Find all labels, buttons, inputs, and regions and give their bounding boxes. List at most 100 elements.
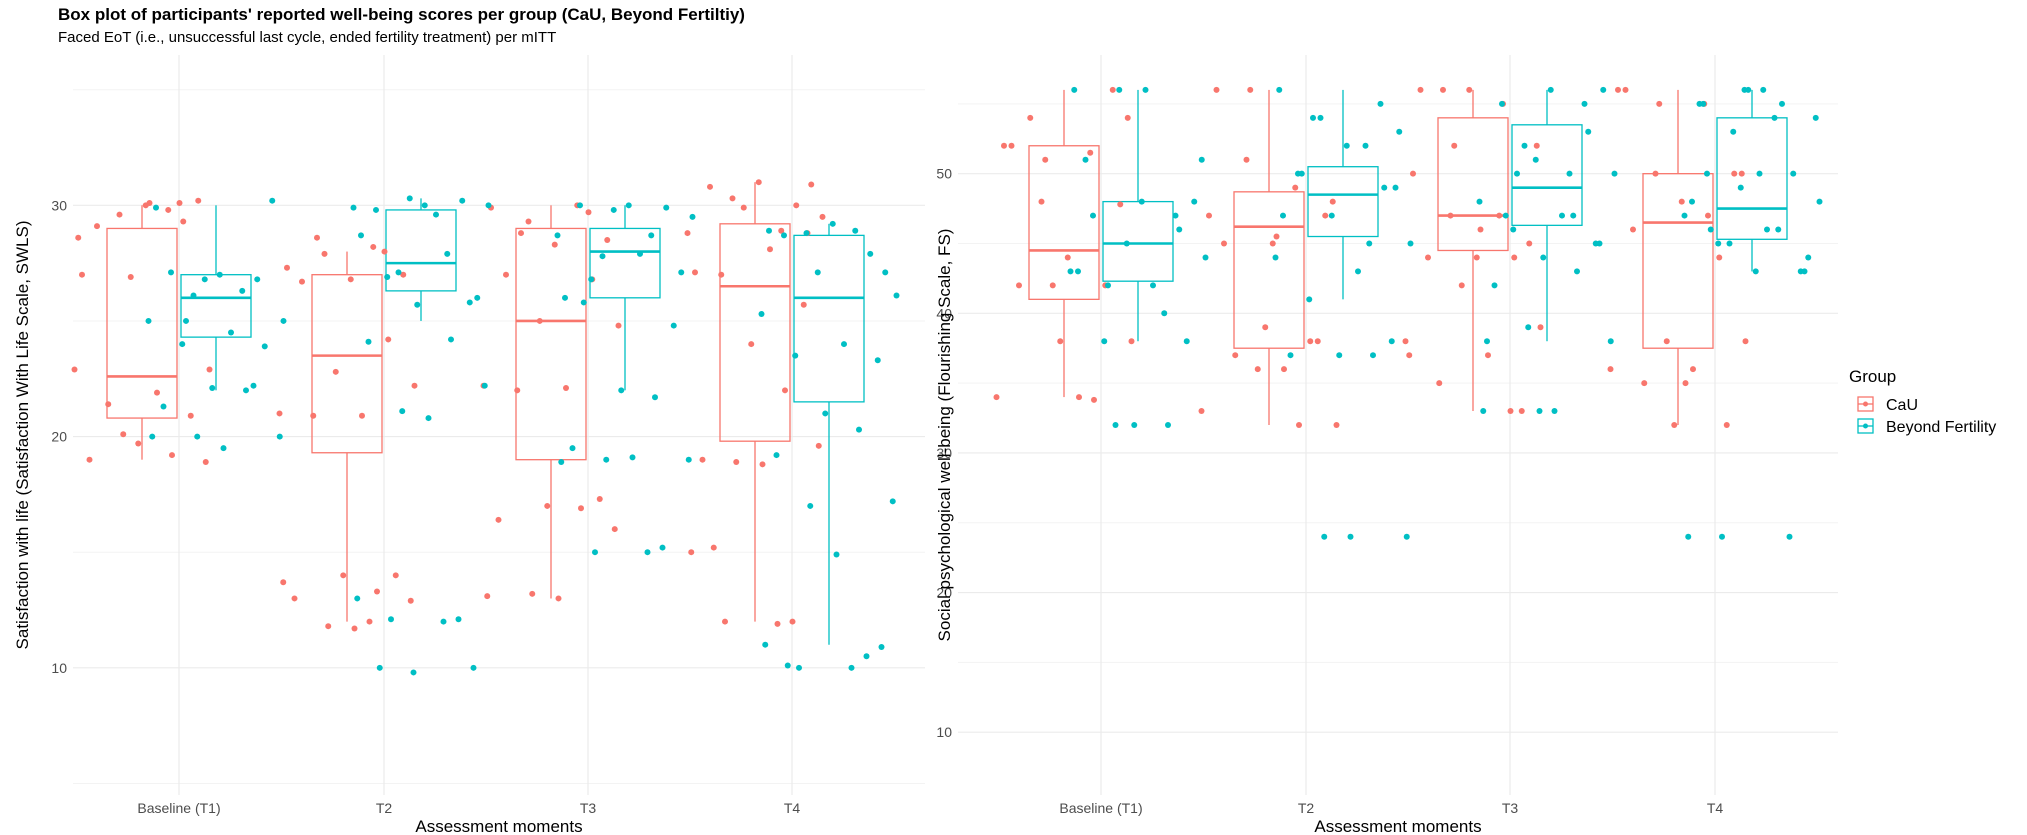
- data-point: [1057, 338, 1064, 345]
- data-point: [1117, 201, 1124, 208]
- data-point: [1704, 170, 1710, 177]
- data-point: [1551, 408, 1558, 415]
- data-point: [385, 336, 392, 343]
- data-point: [347, 276, 354, 283]
- data-point: [1737, 184, 1744, 191]
- data-point: [1786, 533, 1793, 540]
- data-point: [1700, 100, 1707, 107]
- data-point: [1526, 240, 1533, 247]
- data-point: [1480, 408, 1487, 415]
- chart-title: Box plot of participants' reported well-…: [58, 5, 745, 24]
- data-point: [280, 317, 287, 324]
- data-point: [1652, 170, 1659, 177]
- data-point: [529, 590, 536, 597]
- data-point: [1090, 212, 1096, 219]
- data-point: [1314, 338, 1321, 345]
- data-point: [202, 459, 209, 465]
- data-point: [1723, 422, 1730, 428]
- data-point: [1801, 268, 1808, 275]
- data-point: [852, 227, 859, 234]
- data-point: [1559, 212, 1565, 219]
- data-point: [1027, 114, 1034, 121]
- data-point: [314, 234, 320, 241]
- data-point: [325, 623, 332, 630]
- data-point: [759, 461, 766, 468]
- data-point: [1514, 170, 1520, 177]
- data-point: [536, 317, 543, 324]
- box: [1233, 191, 1305, 349]
- data-point: [183, 317, 189, 324]
- data-point: [425, 415, 432, 422]
- data-point: [1447, 212, 1454, 219]
- data-point: [1681, 212, 1688, 219]
- data-point: [1064, 254, 1071, 261]
- data-point: [889, 498, 896, 505]
- data-point: [1537, 324, 1544, 331]
- data-point: [269, 197, 276, 204]
- data-point: [1347, 533, 1354, 540]
- data-point: [1671, 422, 1678, 428]
- data-point: [867, 250, 874, 257]
- box: [1028, 145, 1100, 300]
- y-tick-label: 20: [936, 585, 952, 601]
- data-point: [1381, 184, 1388, 191]
- data-point: [833, 551, 840, 558]
- data-point: [153, 204, 159, 211]
- data-point: [663, 204, 670, 211]
- data-point: [321, 250, 328, 257]
- data-point: [503, 271, 509, 278]
- data-point: [1298, 170, 1305, 177]
- data-point: [400, 271, 407, 278]
- legend-key-point: [1863, 401, 1868, 407]
- box: [1307, 166, 1379, 238]
- data-point: [659, 544, 666, 551]
- legend-key-point: [1863, 423, 1868, 429]
- x-axis-label: Assessment moments: [415, 817, 582, 835]
- data-point: [381, 248, 388, 255]
- data-point: [71, 366, 78, 373]
- data-point: [1306, 296, 1313, 303]
- data-point: [291, 595, 298, 602]
- data-point: [563, 385, 569, 391]
- data-point: [758, 311, 765, 317]
- box: [793, 234, 865, 403]
- data-point: [94, 223, 100, 230]
- data-point: [1355, 268, 1361, 275]
- data-point: [470, 664, 477, 671]
- data-point: [1406, 352, 1413, 359]
- data-point: [1392, 184, 1399, 191]
- data-point: [800, 301, 807, 308]
- data-point: [874, 357, 881, 364]
- data-point: [829, 220, 836, 227]
- data-point: [819, 213, 826, 220]
- data-point: [180, 218, 187, 225]
- data-point: [1049, 282, 1056, 289]
- data-point: [1377, 100, 1384, 107]
- data-point: [168, 269, 174, 276]
- data-point: [407, 597, 414, 604]
- data-point: [154, 389, 160, 396]
- data-point: [1731, 170, 1738, 177]
- data-point: [1112, 422, 1119, 428]
- legend-title: Group: [1849, 367, 1896, 386]
- x-tick-label: T4: [1707, 800, 1724, 816]
- data-point: [1131, 422, 1138, 428]
- legend-label: Beyond Fertility: [1886, 419, 1996, 436]
- data-point: [1087, 149, 1094, 156]
- data-point: [201, 276, 208, 283]
- data-point: [1396, 128, 1403, 135]
- data-point: [1075, 268, 1081, 275]
- data-point: [1812, 114, 1819, 121]
- data-point: [365, 338, 372, 345]
- data-point: [814, 269, 821, 276]
- data-point: [1172, 212, 1179, 219]
- data-point: [1176, 226, 1183, 233]
- data-point: [1536, 408, 1543, 415]
- data-point: [1123, 240, 1130, 247]
- data-point: [1719, 533, 1725, 540]
- data-point: [1016, 282, 1022, 289]
- data-point: [648, 232, 655, 239]
- box: [106, 227, 178, 419]
- data-point: [1756, 170, 1763, 177]
- data-point: [1682, 380, 1689, 387]
